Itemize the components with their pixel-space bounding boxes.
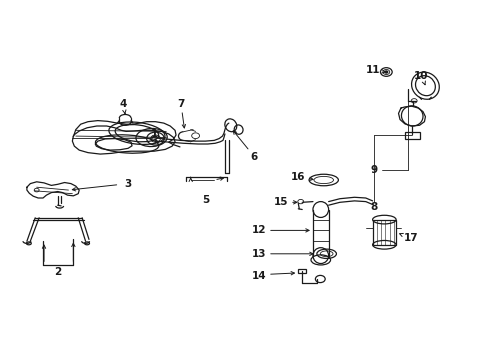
- Text: 1: 1: [150, 129, 157, 139]
- Circle shape: [384, 71, 387, 73]
- Text: 7: 7: [177, 99, 184, 109]
- Text: 15: 15: [273, 197, 288, 207]
- Bar: [404, 132, 419, 139]
- Bar: [372, 220, 395, 245]
- Text: 17: 17: [403, 233, 417, 243]
- Text: 10: 10: [413, 71, 428, 81]
- Text: 12: 12: [251, 225, 266, 235]
- Text: 6: 6: [250, 152, 257, 162]
- Bar: [298, 269, 305, 273]
- Text: 11: 11: [365, 65, 379, 75]
- Text: 13: 13: [251, 249, 266, 259]
- Text: 5: 5: [202, 195, 208, 205]
- Text: 2: 2: [54, 267, 61, 277]
- Text: 16: 16: [290, 172, 305, 182]
- Text: 4: 4: [119, 99, 127, 109]
- Text: 14: 14: [251, 271, 266, 282]
- Text: 8: 8: [370, 202, 377, 212]
- Text: 9: 9: [370, 165, 377, 175]
- Text: 3: 3: [124, 179, 131, 189]
